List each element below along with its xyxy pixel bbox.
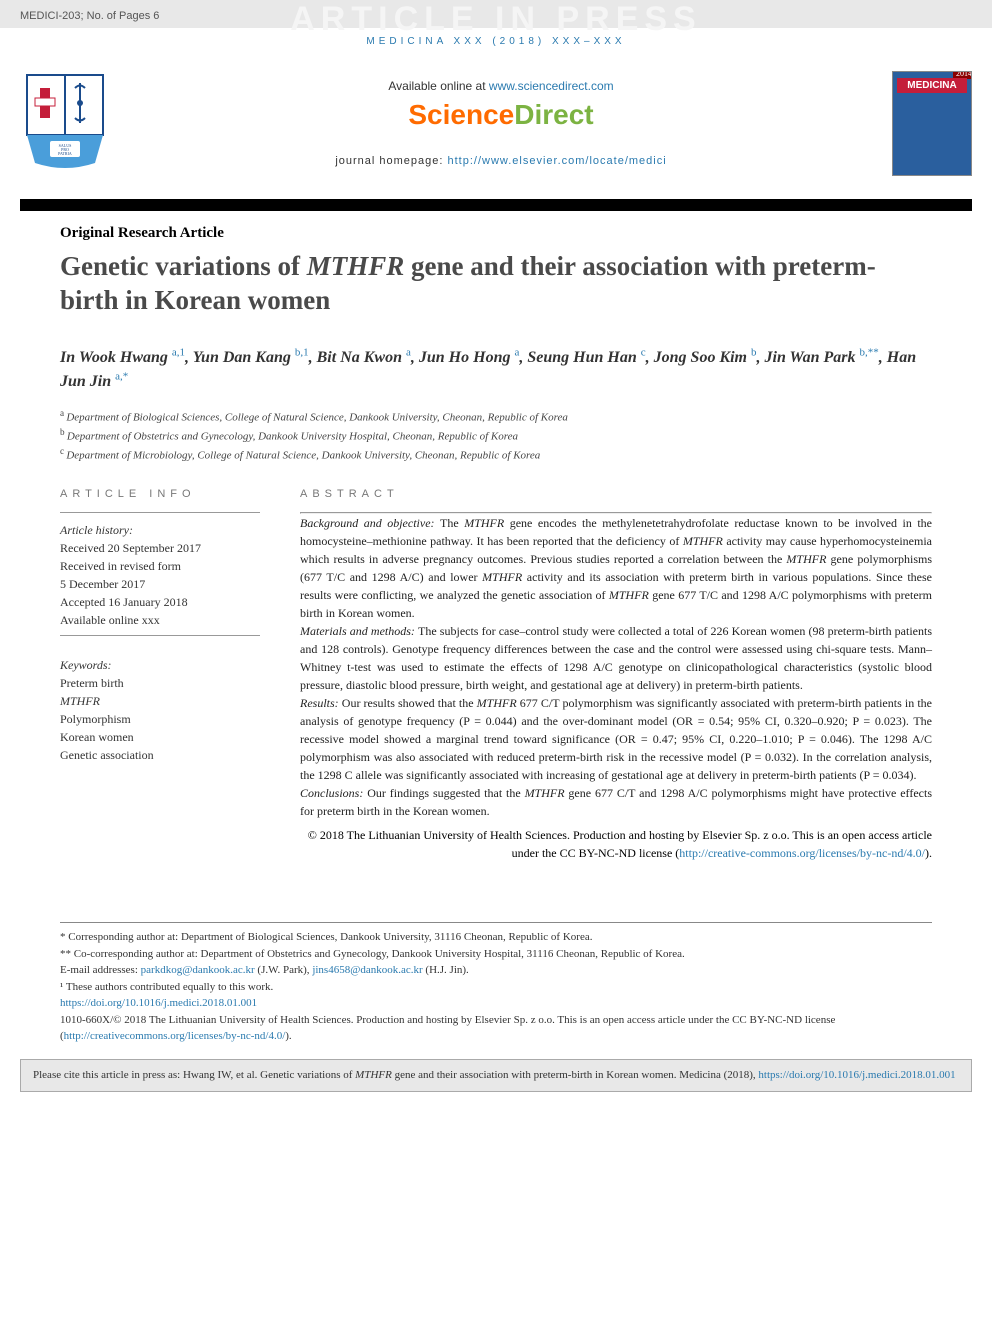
cite-gene: MTHFR xyxy=(355,1069,392,1081)
emails-label: E-mail addresses: xyxy=(60,964,141,976)
title-gene: MTHFR xyxy=(307,251,405,281)
article-title: Genetic variations of MTHFR gene and the… xyxy=(60,250,932,318)
journal-header: SALUS PRO PATRIA Available online at www… xyxy=(0,55,992,195)
journal-cover-thumbnail: 2014 MEDICINA xyxy=(892,71,972,176)
cite-doi-link[interactable]: https://doi.org/10.1016/j.medici.2018.01… xyxy=(758,1069,955,1081)
email1-who: (J.W. Park), xyxy=(255,964,313,976)
homepage-link[interactable]: http://www.elsevier.com/locate/medici xyxy=(448,155,667,167)
abstract-section-heading: Materials and methods: xyxy=(300,624,418,638)
affiliation: a Department of Biological Sciences, Col… xyxy=(60,407,932,426)
author-affil-sup: a,* xyxy=(115,370,128,382)
abstract-section-heading: Results: xyxy=(300,696,342,710)
email2-who: (H.J. Jin). xyxy=(423,964,469,976)
keywords-label: Keywords: xyxy=(60,658,112,672)
abstract-section-heading: Background and objective: xyxy=(300,516,440,530)
author-affil-sup: a,1 xyxy=(172,347,185,359)
shield-icon: SALUS PRO PATRIA xyxy=(25,73,105,173)
author: Yun Dan Kang b,1 xyxy=(193,349,309,366)
affiliation: b Department of Obstetrics and Gynecolog… xyxy=(60,426,932,445)
available-prefix: Available online at xyxy=(388,79,489,93)
author-affil-sup: a xyxy=(406,347,411,359)
info-abstract-row: ARTICLE INFO Article history: Received 2… xyxy=(60,488,932,862)
keyword: Genetic association xyxy=(60,748,154,762)
email-1[interactable]: parkdkog@dankook.ac.kr xyxy=(141,964,255,976)
copyright-close: ). xyxy=(925,846,932,860)
abstract-section: Materials and methods: The subjects for … xyxy=(300,622,932,694)
author: Jong Soo Kim b xyxy=(654,349,757,366)
issn-close: ). xyxy=(285,1030,291,1042)
history-line: 5 December 2017 xyxy=(60,577,145,591)
doc-id: MEDICI-203; No. of Pages 6 xyxy=(20,10,159,22)
keyword: Polymorphism xyxy=(60,712,131,726)
sd-part1: Science xyxy=(408,99,514,130)
corresponding-1: * Corresponding author at: Department of… xyxy=(60,929,932,946)
svg-text:PATRIA: PATRIA xyxy=(58,151,72,156)
cite-prefix: Please cite this article in press as: Hw… xyxy=(33,1069,355,1081)
header-gray-bar: ARTICLE IN PRESS MEDICI-203; No. of Page… xyxy=(0,0,992,28)
cover-title: MEDICINA xyxy=(897,78,967,93)
author-affil-sup: b,1 xyxy=(295,347,309,359)
author: Jin Wan Park b,** xyxy=(765,349,879,366)
title-pre: Genetic variations of xyxy=(60,251,307,281)
author-affil-sup: a xyxy=(514,347,519,359)
history-line: Received 20 September 2017 xyxy=(60,541,201,555)
history-label: Article history: xyxy=(60,523,133,537)
doi-link[interactable]: https://doi.org/10.1016/j.medici.2018.01… xyxy=(60,997,257,1009)
author: Seung Hun Han c xyxy=(527,349,645,366)
keywords-block: Keywords: Preterm birth MTHFR Polymorphism… xyxy=(60,656,260,764)
issn-line: 1010-660X/© 2018 The Lithuanian Universi… xyxy=(60,1012,932,1045)
abstract-label: ABSTRACT xyxy=(300,488,932,500)
article-info-label: ARTICLE INFO xyxy=(60,488,260,500)
article-history: Article history: Received 20 September 2… xyxy=(60,521,260,629)
license-link[interactable]: http://creative-commons.org/licenses/by-… xyxy=(679,846,925,860)
keyword: MTHFR xyxy=(60,694,100,708)
abstract-column: ABSTRACT Background and objective: The M… xyxy=(300,488,932,862)
issn-license-link[interactable]: http://creativecommons.org/licenses/by-n… xyxy=(64,1030,286,1042)
emails-line: E-mail addresses: parkdkog@dankook.ac.kr… xyxy=(60,962,932,979)
abstract-section: Conclusions: Our findings suggested that… xyxy=(300,784,932,820)
journal-reference: MEDICINA XXX (2018) XXX–XXX xyxy=(0,28,992,55)
history-line: Accepted 16 January 2018 xyxy=(60,595,188,609)
abstract-body: Background and objective: The MTHFR gene… xyxy=(300,514,932,820)
info-divider-2 xyxy=(60,635,260,636)
article-info-column: ARTICLE INFO Article history: Received 2… xyxy=(60,488,260,862)
main-content: Original Research Article Genetic variat… xyxy=(0,225,992,862)
author-affil-sup: b xyxy=(751,347,757,359)
sciencedirect-logo: ScienceDirect xyxy=(110,99,892,131)
history-line: Received in revised form xyxy=(60,559,181,573)
sciencedirect-link[interactable]: www.sciencedirect.com xyxy=(489,79,614,93)
citation-box: Please cite this article in press as: Hw… xyxy=(20,1059,972,1092)
header-center: Available online at www.sciencedirect.co… xyxy=(110,79,892,167)
divider-bar xyxy=(20,199,972,211)
available-online: Available online at www.sciencedirect.co… xyxy=(110,79,892,93)
copyright-block: © 2018 The Lithuanian University of Heal… xyxy=(300,826,932,862)
info-divider xyxy=(60,512,260,513)
homepage-label: journal homepage: xyxy=(335,155,447,167)
society-logo: SALUS PRO PATRIA xyxy=(20,63,110,183)
affiliation: c Department of Microbiology, College of… xyxy=(60,445,932,464)
article-type: Original Research Article xyxy=(60,225,932,242)
equal-contribution: ¹ These authors contributed equally to t… xyxy=(60,979,932,996)
abstract-section: Results: Our results showed that the MTH… xyxy=(300,694,932,784)
author: In Wook Hwang a,1 xyxy=(60,349,185,366)
author-list: In Wook Hwang a,1, Yun Dan Kang b,1, Bit… xyxy=(60,346,932,393)
author: Bit Na Kwon a xyxy=(317,349,411,366)
keyword: Preterm birth xyxy=(60,676,124,690)
sd-part2: Direct xyxy=(514,99,593,130)
author: Jun Ho Hong a xyxy=(419,349,519,366)
author-affil-sup: b,** xyxy=(860,347,879,359)
abstract-section: Background and objective: The MTHFR gene… xyxy=(300,514,932,622)
cite-mid: gene and their association with preterm-… xyxy=(392,1069,759,1081)
keyword: Korean women xyxy=(60,730,134,744)
journal-homepage: journal homepage: http://www.elsevier.co… xyxy=(110,155,892,167)
corresponding-2: ** Co-corresponding author at: Departmen… xyxy=(60,946,932,963)
author-affil-sup: c xyxy=(641,347,646,359)
history-line: Available online xxx xyxy=(60,613,160,627)
footnotes: * Corresponding author at: Department of… xyxy=(0,929,992,1045)
affiliations: a Department of Biological Sciences, Col… xyxy=(60,407,932,464)
footer-separator xyxy=(60,922,932,923)
email-2[interactable]: jins4658@dankook.ac.kr xyxy=(312,964,422,976)
abstract-section-heading: Conclusions: xyxy=(300,786,367,800)
